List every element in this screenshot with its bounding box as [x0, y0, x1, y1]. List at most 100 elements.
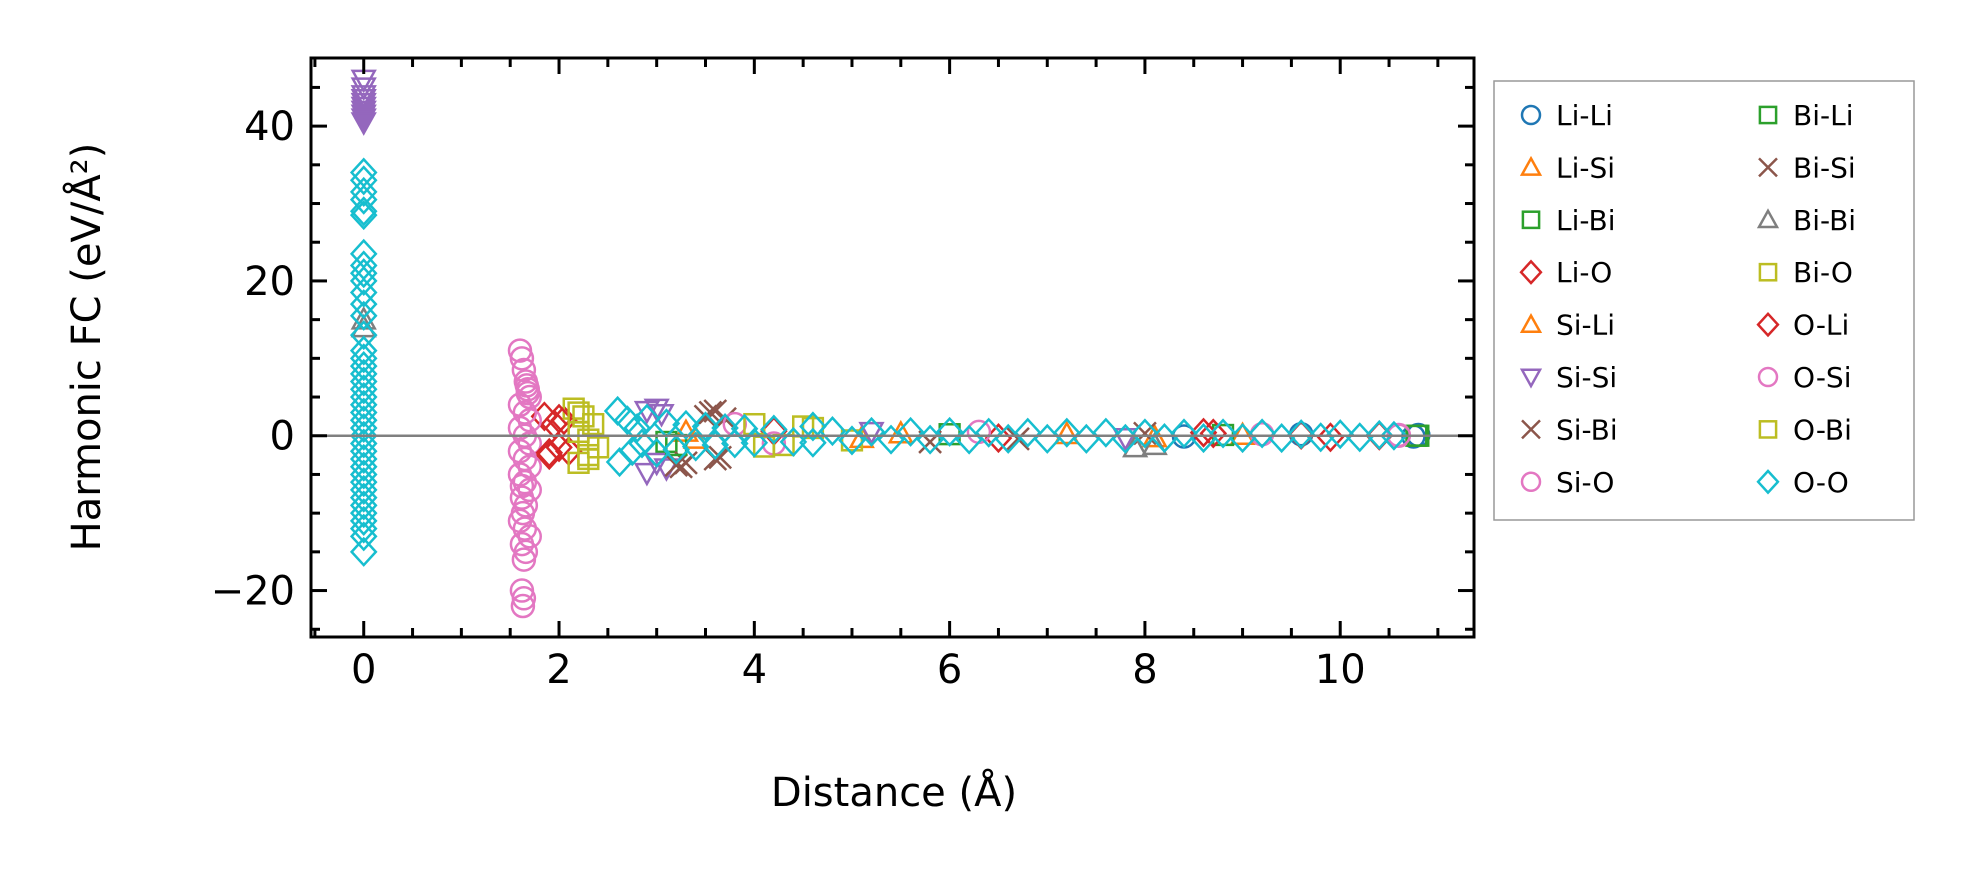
data-point-o-o: [349, 521, 378, 552]
data-point-si-si: [350, 100, 377, 125]
legend-marker-square: [1521, 210, 1541, 230]
data-point-si-si: [1112, 428, 1139, 452]
legend-marker-circle: [1520, 104, 1542, 126]
data-point-o-o: [779, 426, 808, 457]
data-point-o-o: [349, 300, 378, 331]
data-point-o-o: [623, 412, 651, 444]
data-point-o-o: [349, 436, 378, 467]
data-point-o-o: [974, 417, 1003, 448]
legend-label: Li-Li: [1556, 99, 1613, 132]
legend-label: O-Bi: [1793, 413, 1852, 446]
data-point-o-o: [349, 490, 378, 521]
legend-label: Bi-Li: [1793, 99, 1853, 132]
data-point-o-o: [349, 513, 378, 544]
legend-marker-triangle-up: [1519, 313, 1543, 334]
data-point-o-o: [1287, 419, 1315, 450]
data-point-o-o: [857, 416, 886, 447]
legend-label: Li-Bi: [1556, 204, 1615, 237]
x-tick-label: 4: [742, 647, 767, 693]
data-point-o-o: [1033, 423, 1062, 454]
data-point-o-o: [349, 289, 378, 320]
data-point-o-o: [618, 436, 647, 467]
legend-marker-x: [1758, 157, 1778, 178]
legend-entry: Si-O: [1520, 466, 1614, 499]
data-point-o-o: [349, 505, 378, 536]
data-point-si-si: [350, 92, 377, 117]
data-point-o-li: [1316, 422, 1345, 453]
data-point-si-bi: [664, 453, 689, 478]
data-point-bi-si: [1006, 426, 1030, 451]
data-point-o-o: [349, 265, 378, 296]
data-point-li-o: [540, 409, 568, 440]
data-point-si-o: [1249, 421, 1275, 447]
data-point-o-o: [349, 474, 378, 505]
data-point-si-o: [517, 524, 542, 549]
legend-entry: Si-Li: [1519, 309, 1615, 342]
legend-label: Li-O: [1556, 256, 1612, 289]
data-point-o-o: [349, 351, 378, 382]
data-point-li-o: [1199, 418, 1228, 449]
data-point-o-o: [349, 165, 378, 196]
data-point-o-o: [349, 536, 378, 567]
data-point-li-si: [1229, 421, 1256, 446]
legend-entry: Si-Bi: [1521, 413, 1618, 446]
data-point-o-o: [1131, 418, 1159, 449]
data-point-o-o: [603, 395, 632, 427]
data-point-si-si: [350, 88, 377, 113]
data-point-o-o: [349, 320, 378, 351]
data-point-o-li: [1189, 417, 1218, 448]
plot-frame: [309, 56, 1476, 639]
y-tick-label: 40: [244, 104, 295, 150]
x-tick-label: 6: [937, 647, 962, 693]
data-point-o-si: [515, 380, 541, 406]
legend-entry: Li-O: [1519, 256, 1612, 289]
legend-label: Si-Bi: [1556, 413, 1618, 446]
legend-marker-circle: [1757, 366, 1779, 388]
data-point-o-o: [1248, 418, 1276, 449]
legend-entry: Bi-Bi: [1756, 204, 1856, 237]
x-axis-label: Distance (Å): [771, 768, 1017, 816]
data-point-o-si: [509, 473, 535, 499]
data-point-o-o: [628, 428, 656, 459]
legend-label: Li-Si: [1556, 151, 1615, 184]
data-point-o-o: [349, 443, 378, 475]
data-point-bi-si: [698, 400, 723, 425]
legend-entry: Bi-Si: [1758, 151, 1856, 184]
legend-marker-diamond: [1756, 311, 1780, 338]
legend-marker-square: [1758, 262, 1778, 282]
data-point-si-o: [507, 338, 533, 363]
data-point-li-li: [1288, 421, 1314, 447]
legend-label: Si-O: [1556, 466, 1614, 499]
data-point-si-o: [511, 586, 537, 611]
data-point-o-o: [349, 157, 378, 188]
data-point-o-o: [349, 374, 378, 405]
data-point-si-si: [643, 452, 670, 477]
legend-entry: O-Bi: [1758, 413, 1852, 446]
data-point-si-o: [513, 539, 539, 565]
legend-marker-square: [1758, 105, 1778, 125]
data-point-o-o: [740, 427, 769, 458]
data-point-o-o: [349, 482, 378, 513]
data-point-o-o: [349, 498, 378, 529]
axis-ticks: 0 2 4 6 8 10 −20 0 20 40: [211, 58, 1474, 693]
legend-box: [1493, 80, 1915, 521]
data-point-si-si: [633, 462, 661, 487]
data-point-o-o: [605, 447, 634, 478]
data-point-o-o: [349, 420, 378, 451]
data-point-o-o: [896, 416, 925, 447]
legend-entry: O-Li: [1756, 309, 1849, 342]
legend-entry: Li-Si: [1519, 151, 1615, 184]
y-axis-label: Harmonic FC (eV/Å²): [62, 143, 110, 552]
legend: Li-Li Li-Si Li-Bi Li-O Si-Li Si-Si Si-Bi Si-O Bi…: [1493, 80, 1915, 521]
data-point-si-si: [350, 96, 377, 121]
x-tick-label: 10: [1315, 647, 1366, 693]
data-point-o-o: [349, 184, 378, 215]
legend-marker-triangle-up: [1519, 155, 1543, 176]
legend-marker-x: [1521, 419, 1541, 440]
data-point-o-li: [535, 437, 564, 468]
data-point-o-o: [349, 428, 378, 459]
data-point-o-o: [349, 381, 378, 413]
data-point-si-si: [350, 85, 377, 109]
legend-marker-square: [1758, 420, 1778, 439]
data-point-si-o: [512, 516, 538, 541]
